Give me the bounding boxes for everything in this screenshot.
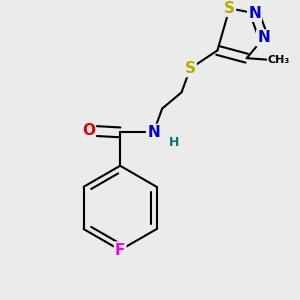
- Text: N: N: [248, 6, 261, 21]
- Text: H: H: [169, 136, 179, 149]
- Text: N: N: [257, 31, 270, 46]
- Text: S: S: [224, 1, 235, 16]
- Text: N: N: [147, 125, 160, 140]
- Text: CH₃: CH₃: [268, 55, 290, 65]
- Text: F: F: [115, 243, 125, 258]
- Text: O: O: [82, 123, 95, 138]
- Text: S: S: [185, 61, 196, 76]
